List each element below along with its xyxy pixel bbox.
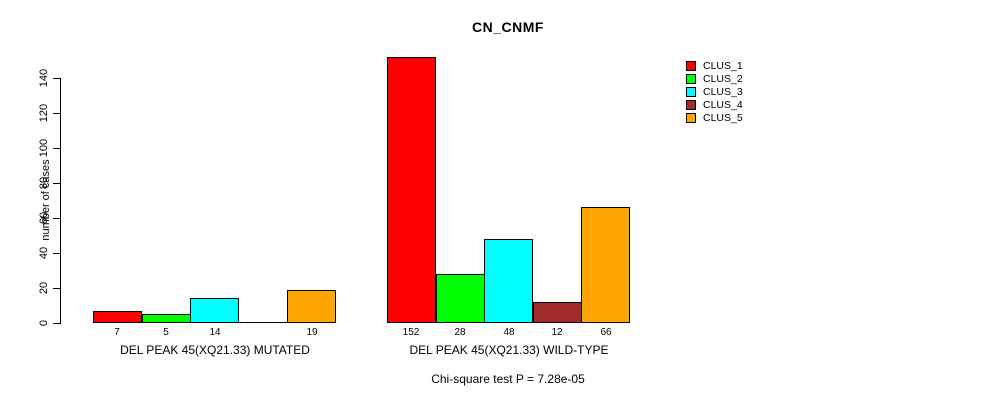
y-axis-tick xyxy=(53,218,60,219)
legend-label: CLUS_2 xyxy=(703,73,743,85)
legend-swatch-icon xyxy=(686,87,696,97)
bar-value-label: 19 xyxy=(306,327,318,338)
bar-value-label: 28 xyxy=(454,327,466,338)
bar-value-label: 66 xyxy=(600,327,612,338)
legend-label: CLUS_1 xyxy=(703,60,743,72)
chi-square-annotation: Chi-square test P = 7.28e-05 xyxy=(431,372,585,386)
group-axis-label: DEL PEAK 45(XQ21.33) WILD-TYPE xyxy=(409,343,609,357)
bar xyxy=(93,311,142,323)
y-axis-tick xyxy=(53,288,60,289)
y-axis-tick-label: 60 xyxy=(38,211,50,225)
legend-label: CLUS_3 xyxy=(703,86,743,98)
bar-value-label: 48 xyxy=(503,327,515,338)
y-axis-tick xyxy=(53,253,60,254)
bar xyxy=(387,57,436,323)
bar xyxy=(533,302,582,323)
y-axis-tick-label: 100 xyxy=(38,138,50,158)
y-axis-tick-label: 40 xyxy=(38,246,50,260)
y-axis-tick xyxy=(53,78,60,79)
chart-title: CN_CNMF xyxy=(472,19,544,35)
bar xyxy=(436,274,485,323)
legend-label: CLUS_5 xyxy=(703,112,743,124)
bar xyxy=(581,207,630,323)
y-axis-tick xyxy=(53,323,60,324)
y-axis-tick-label: 140 xyxy=(38,68,50,88)
legend-swatch-icon xyxy=(686,100,696,110)
bar-value-label: 7 xyxy=(114,327,120,338)
bar-value-label: 12 xyxy=(551,327,563,338)
y-axis-tick xyxy=(53,183,60,184)
bar-value-label: 14 xyxy=(209,327,221,338)
legend-swatch-icon xyxy=(686,113,696,123)
bar-value-label: 5 xyxy=(163,327,169,338)
y-axis-tick xyxy=(53,148,60,149)
bar xyxy=(190,298,239,323)
y-axis-tick-label: 20 xyxy=(38,281,50,295)
y-axis-tick-label: 80 xyxy=(38,176,50,190)
legend-swatch-icon xyxy=(686,61,696,71)
y-axis-line xyxy=(60,78,61,324)
y-axis-tick xyxy=(53,113,60,114)
bar xyxy=(239,322,288,323)
bar xyxy=(287,290,336,323)
y-axis-tick-label: 120 xyxy=(38,103,50,123)
legend-swatch-icon xyxy=(686,74,696,84)
y-axis-tick-label: 0 xyxy=(38,319,50,327)
bar xyxy=(484,239,533,323)
bar xyxy=(142,314,191,323)
legend-label: CLUS_4 xyxy=(703,99,743,111)
group-axis-label: DEL PEAK 45(XQ21.33) MUTATED xyxy=(120,343,310,357)
bar-value-label: 152 xyxy=(402,327,420,338)
